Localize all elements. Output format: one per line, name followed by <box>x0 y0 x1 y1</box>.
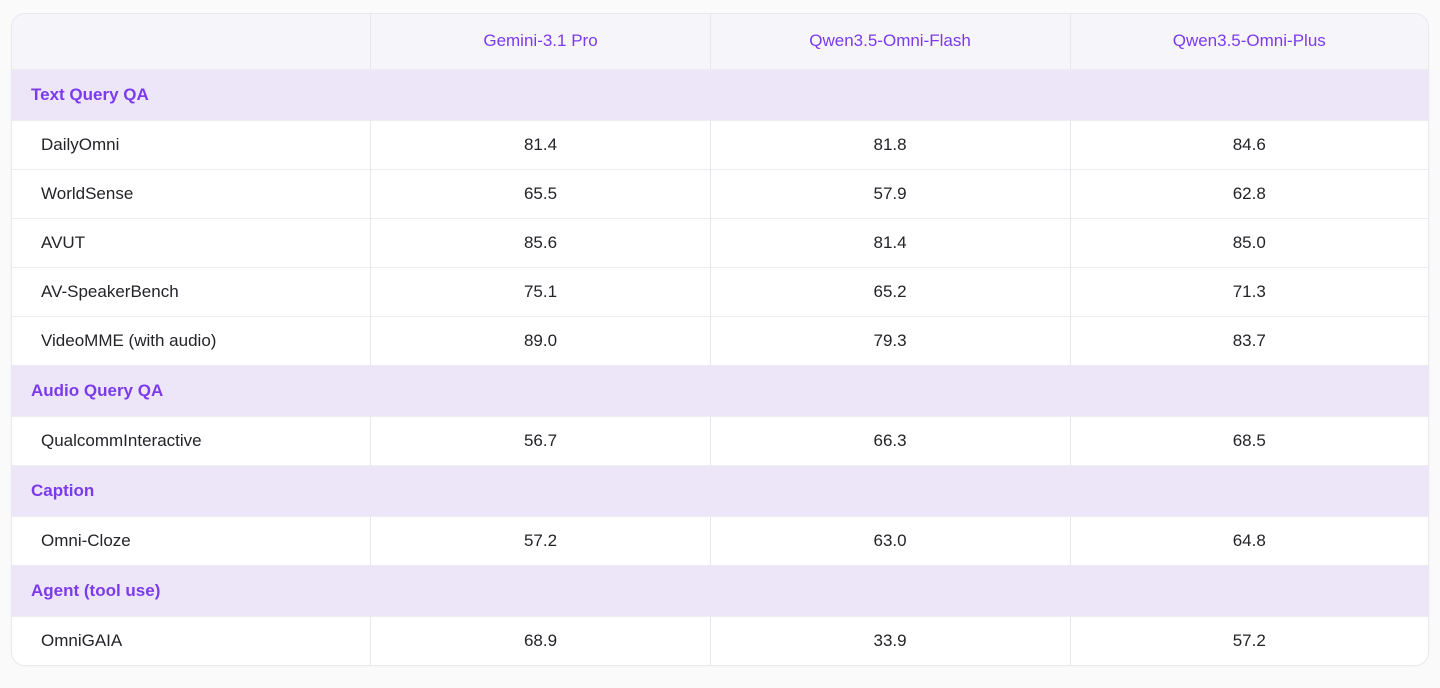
score-value: 57.9 <box>710 168 1071 218</box>
score-value: 89.0 <box>370 315 711 365</box>
score-value: 84.6 <box>1070 119 1428 169</box>
section-label: Caption <box>12 464 1428 516</box>
benchmark-name: OmniGAIA <box>12 615 372 665</box>
benchmark-name: AV-SpeakerBench <box>12 266 372 316</box>
score-value: 57.2 <box>1070 615 1428 665</box>
section-row: Audio Query QA <box>12 364 1428 416</box>
corner-cell <box>12 14 372 69</box>
benchmark-name: DailyOmni <box>12 119 372 169</box>
score-value: 64.8 <box>1070 515 1428 565</box>
score-value: 68.9 <box>370 615 711 665</box>
score-value: 81.4 <box>370 119 711 169</box>
benchmark-name: Omni-Cloze <box>12 515 372 565</box>
section-row: Text Query QA <box>12 68 1428 120</box>
score-value: 85.0 <box>1070 217 1428 267</box>
benchmark-table: Gemini-3.1 Pro Qwen3.5-Omni-Flash Qwen3.… <box>11 13 1429 666</box>
section-label: Text Query QA <box>12 68 1428 120</box>
section-label: Audio Query QA <box>12 364 1428 416</box>
column-header-qwen-plus: Qwen3.5-Omni-Plus <box>1070 14 1428 69</box>
header-row: Gemini-3.1 Pro Qwen3.5-Omni-Flash Qwen3.… <box>12 14 1428 69</box>
benchmark-name: AVUT <box>12 217 372 267</box>
table-body: Text Query QA DailyOmni 81.4 81.8 84.6 WorldS… <box>12 68 1428 665</box>
benchmark-name: QualcommInteractive <box>12 415 372 465</box>
table-row: OmniGAIA 68.9 33.9 57.2 <box>12 615 1428 665</box>
benchmark-name: VideoMME (with audio) <box>12 315 372 365</box>
score-value: 66.3 <box>710 415 1071 465</box>
score-value: 85.6 <box>370 217 711 267</box>
score-value: 81.8 <box>710 119 1071 169</box>
score-value: 57.2 <box>370 515 711 565</box>
table-row: DailyOmni 81.4 81.8 84.6 <box>12 119 1428 169</box>
benchmark-comparison-table: Gemini-3.1 Pro Qwen3.5-Omni-Flash Qwen3.… <box>12 14 1428 665</box>
score-value: 83.7 <box>1070 315 1428 365</box>
column-header-gemini: Gemini-3.1 Pro <box>370 14 711 69</box>
score-value: 65.2 <box>710 266 1071 316</box>
table-row: AV-SpeakerBench 75.1 65.2 71.3 <box>12 266 1428 316</box>
section-label: Agent (tool use) <box>12 564 1428 616</box>
score-value: 81.4 <box>710 217 1071 267</box>
section-row: Caption <box>12 464 1428 516</box>
score-value: 62.8 <box>1070 168 1428 218</box>
table-row: Omni-Cloze 57.2 63.0 64.8 <box>12 515 1428 565</box>
table-header: Gemini-3.1 Pro Qwen3.5-Omni-Flash Qwen3.… <box>12 14 1428 69</box>
column-header-qwen-flash: Qwen3.5-Omni-Flash <box>710 14 1071 69</box>
table-row: VideoMME (with audio) 89.0 79.3 83.7 <box>12 315 1428 365</box>
score-value: 79.3 <box>710 315 1071 365</box>
section-row: Agent (tool use) <box>12 564 1428 616</box>
score-value: 63.0 <box>710 515 1071 565</box>
table-row: AVUT 85.6 81.4 85.0 <box>12 217 1428 267</box>
score-value: 65.5 <box>370 168 711 218</box>
score-value: 71.3 <box>1070 266 1428 316</box>
table-row: QualcommInteractive 56.7 66.3 68.5 <box>12 415 1428 465</box>
score-value: 68.5 <box>1070 415 1428 465</box>
table-row: WorldSense 65.5 57.9 62.8 <box>12 168 1428 218</box>
benchmark-name: WorldSense <box>12 168 372 218</box>
score-value: 75.1 <box>370 266 711 316</box>
score-value: 33.9 <box>710 615 1071 665</box>
score-value: 56.7 <box>370 415 711 465</box>
